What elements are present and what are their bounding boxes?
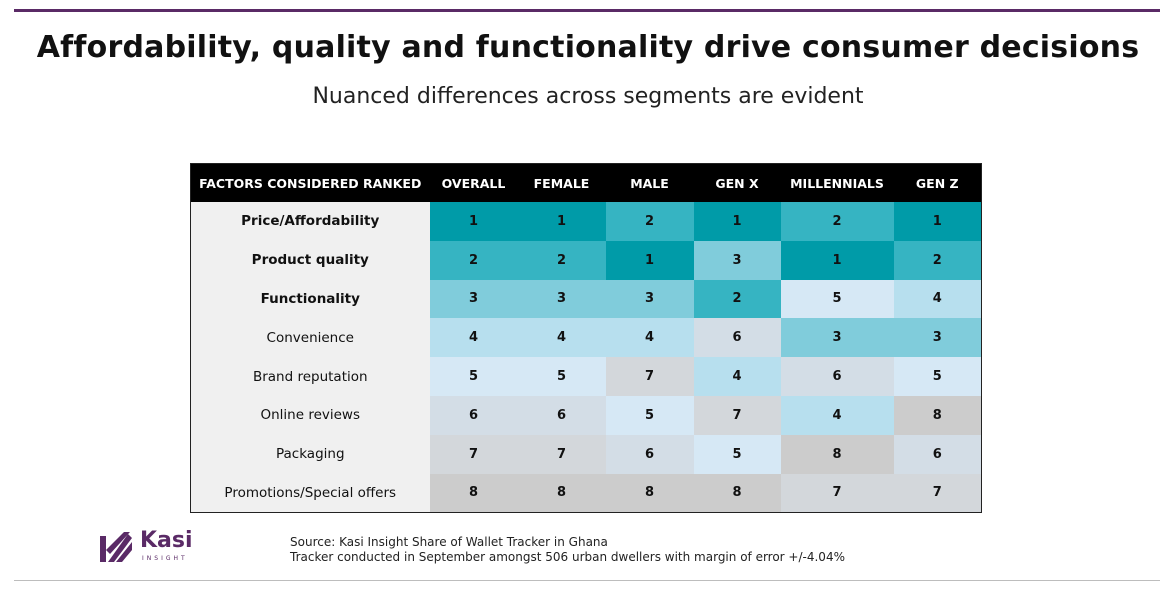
rank-cell-gen-x: 2	[693, 279, 781, 319]
rank-cell-gen-z: 7	[893, 473, 982, 513]
rank-cell-overall: 6	[429, 395, 518, 435]
header-male: MALE	[605, 163, 694, 202]
rank-cell-millennials: 7	[780, 473, 894, 513]
factor-label: Promotions/Special offers	[190, 473, 430, 513]
rank-cell-millennials: 2	[780, 202, 894, 241]
factor-label: Online reviews	[190, 395, 430, 435]
table-body: Price/Affordability 1 1 2 1 2 1 Product quality…	[190, 202, 982, 513]
rank-cell-overall: 7	[429, 434, 518, 474]
rank-cell-millennials: 3	[780, 318, 894, 358]
rank-cell-overall: 2	[429, 240, 518, 280]
source-line-1: Source: Kasi Insight Share of Wallet Tra…	[290, 535, 608, 549]
source-line-2: Tracker conducted in September amongst 5…	[290, 549, 845, 564]
factor-label: Convenience	[190, 318, 430, 358]
kasi-logo: Kasi INSIGHT	[98, 528, 208, 564]
rank-cell-female: 3	[517, 279, 606, 319]
source-note: Source: Kasi Insight Share of Wallet Tra…	[290, 535, 845, 564]
header-factors: FACTORS CONSIDERED RANKED	[190, 163, 430, 202]
rank-cell-gen-z: 1	[893, 202, 982, 241]
rank-cell-gen-z: 2	[893, 240, 982, 280]
ranking-table: FACTORS CONSIDERED RANKED OVERALL FEMALE…	[190, 163, 982, 514]
rank-cell-overall: 4	[429, 318, 518, 358]
rank-cell-overall: 5	[429, 357, 518, 396]
page-title: Affordability, quality and functionality…	[36, 30, 1140, 65]
factor-label: Brand reputation	[190, 357, 430, 396]
rank-cell-gen-x: 4	[693, 357, 781, 396]
table-header-row: FACTORS CONSIDERED RANKED OVERALL FEMALE…	[190, 163, 982, 202]
logo-wordmark: Kasi	[140, 528, 193, 553]
rank-cell-male: 1	[605, 240, 694, 280]
table-row: Product quality 2 2 1 3 1 2	[190, 240, 982, 280]
rank-cell-male: 7	[605, 357, 694, 396]
rank-cell-female: 4	[517, 318, 606, 358]
rank-cell-millennials: 4	[780, 395, 894, 435]
kasi-logo-icon	[100, 532, 132, 562]
rank-cell-female: 8	[517, 473, 606, 513]
page-subtitle: Nuanced differences across segments are …	[312, 84, 864, 109]
rank-cell-gen-z: 5	[893, 357, 982, 396]
rank-cell-female: 5	[517, 357, 606, 396]
rank-cell-gen-z: 6	[893, 434, 982, 474]
rank-cell-female: 2	[517, 240, 606, 280]
table-row: Brand reputation 5 5 7 4 6 5	[190, 357, 982, 396]
table-row: Price/Affordability 1 1 2 1 2 1	[190, 202, 982, 241]
rank-cell-female: 6	[517, 395, 606, 435]
rank-cell-female: 7	[517, 434, 606, 474]
header-gen-x: GEN X	[693, 163, 781, 202]
factor-label: Product quality	[190, 240, 430, 280]
header-gen-z: GEN Z	[893, 163, 982, 202]
rank-cell-millennials: 6	[780, 357, 894, 396]
header-female: FEMALE	[517, 163, 606, 202]
rank-cell-gen-x: 7	[693, 395, 781, 435]
table-row: Convenience 4 4 4 6 3 3	[190, 318, 982, 358]
rank-cell-gen-z: 4	[893, 279, 982, 319]
rank-cell-gen-x: 8	[693, 473, 781, 513]
rank-cell-gen-x: 3	[693, 240, 781, 280]
table-row: Online reviews 6 6 5 7 4 8	[190, 395, 982, 435]
rank-cell-overall: 8	[429, 473, 518, 513]
rank-cell-gen-x: 6	[693, 318, 781, 358]
rank-cell-male: 3	[605, 279, 694, 319]
factor-label: Packaging	[190, 434, 430, 474]
header-overall: OVERALL	[429, 163, 518, 202]
rank-cell-millennials: 5	[780, 279, 894, 319]
top-accent-rule	[14, 9, 1160, 12]
rank-cell-gen-x: 1	[693, 202, 781, 241]
table-row: Packaging 7 7 6 5 8 6	[190, 434, 982, 474]
rank-cell-gen-z: 3	[893, 318, 982, 358]
table-row: Functionality 3 3 3 2 5 4	[190, 279, 982, 319]
factor-label: Functionality	[190, 279, 430, 319]
rank-cell-millennials: 8	[780, 434, 894, 474]
rank-cell-gen-z: 8	[893, 395, 982, 435]
rank-cell-male: 6	[605, 434, 694, 474]
header-millennials: MILLENNIALS	[780, 163, 894, 202]
rank-cell-male: 4	[605, 318, 694, 358]
rank-cell-overall: 1	[429, 202, 518, 241]
rank-cell-millennials: 1	[780, 240, 894, 280]
rank-cell-male: 2	[605, 202, 694, 241]
rank-cell-female: 1	[517, 202, 606, 241]
rank-cell-overall: 3	[429, 279, 518, 319]
table-row: Promotions/Special offers 8 8 8 8 7 7	[190, 473, 982, 513]
rank-cell-gen-x: 5	[693, 434, 781, 474]
rank-cell-male: 5	[605, 395, 694, 435]
bottom-divider	[14, 580, 1160, 581]
logo-tagline: INSIGHT	[142, 555, 188, 562]
factor-label: Price/Affordability	[190, 202, 430, 241]
rank-cell-male: 8	[605, 473, 694, 513]
